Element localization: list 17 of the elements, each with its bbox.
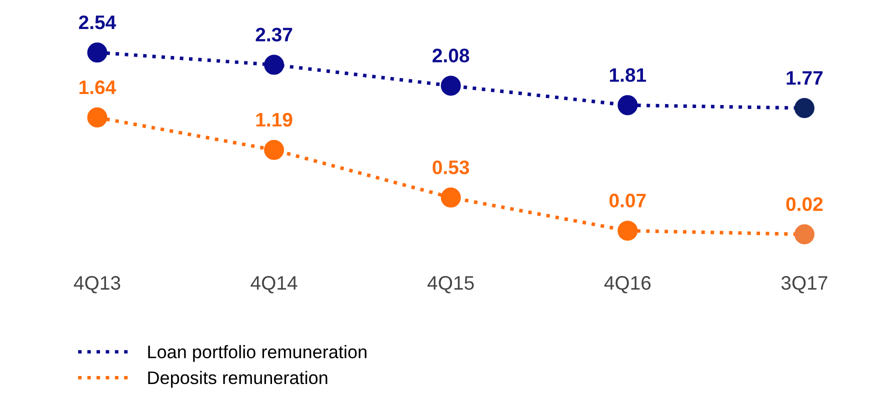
data-label: 1.64 [80, 80, 116, 94]
data-label: 0.53 [432, 160, 470, 174]
legend-label: Loan portfolio remuneration [148, 345, 366, 362]
data-label: 2.54 [78, 15, 116, 30]
x-tick-label: 4Q13 [74, 276, 120, 294]
data-label: 1.77 [786, 71, 823, 85]
x-tick-label: 4Q15 [428, 276, 474, 294]
x-tick-label: 4Q14 [250, 276, 298, 294]
data-label: 1.19 [256, 112, 292, 127]
x-tick-label: 4Q16 [604, 276, 651, 294]
data-label: 1.81 [610, 68, 646, 82]
data-label: 0.02 [786, 197, 823, 212]
legend-label: Deposits remuneration [148, 370, 328, 388]
data-label: 2.37 [256, 28, 292, 42]
data-label: 0.07 [609, 194, 646, 208]
x-tick-label: 3Q17 [781, 276, 828, 294]
data-label: 2.08 [432, 48, 470, 62]
